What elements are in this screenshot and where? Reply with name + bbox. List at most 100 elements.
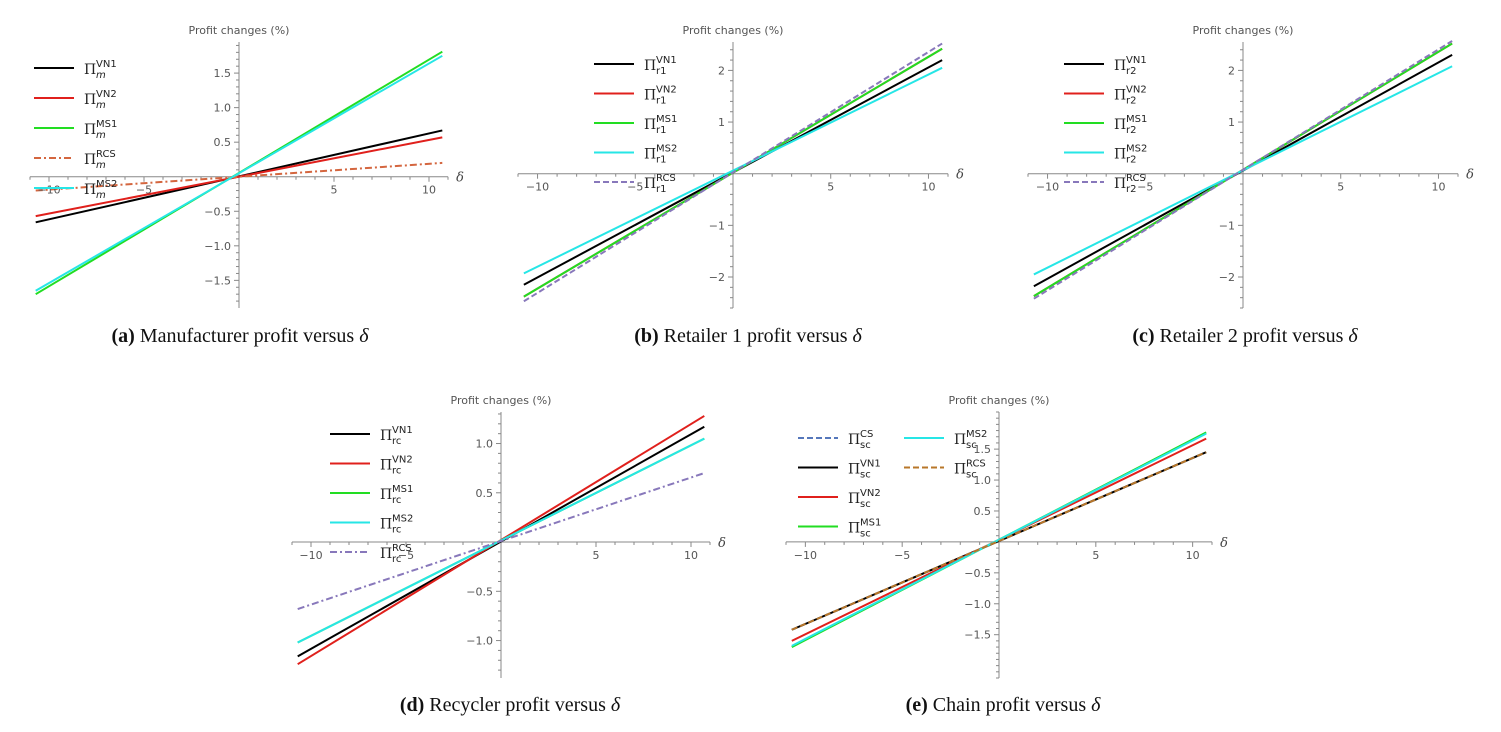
legend-label: Π — [84, 152, 96, 168]
legend-label: Π — [848, 521, 860, 537]
caption-recycler: (d) Recycler profit versus δ — [400, 694, 620, 717]
y-tick-label: −1.0 — [204, 240, 231, 253]
y-tick-label: −1.0 — [466, 635, 493, 648]
legend-label-sub: sc — [860, 440, 871, 451]
legend-label: Π — [380, 487, 392, 503]
series-line-ms2 — [35, 54, 443, 292]
legend-label-sup: CS — [860, 429, 873, 440]
legend-label-sub: m — [96, 190, 106, 201]
legend-label-sup: MS1 — [96, 119, 117, 130]
legend-label-sup: RCS — [966, 459, 986, 470]
legend-label-sub: rc — [392, 466, 401, 477]
legend-label-sub: sc — [966, 440, 977, 451]
legend-label-sup: MS2 — [966, 429, 987, 440]
chart-panel-recycler: −10 −5 5 10 −1.0 −0.5 0.5 1.0 Profit changes (%)… — [282, 390, 726, 682]
caption-letter: (e) — [905, 694, 928, 716]
legend-label: Π — [380, 517, 392, 533]
legend-label: Π — [954, 432, 966, 448]
y-tick-label: −1.5 — [964, 629, 991, 642]
chart-panel-manufacturer: −10 −5 5 10 −1.5 −1.0 −0.5 0.5 1.0 1.5 Profit chan… — [20, 20, 464, 312]
legend-label: Π — [84, 182, 96, 198]
legend-label-sub: r1 — [656, 125, 666, 136]
caption-symbol: δ — [1348, 325, 1358, 347]
y-tick-label: 1.5 — [974, 443, 992, 456]
legend-label: Π — [644, 147, 656, 163]
legend-label-sup: MS1 — [860, 518, 881, 529]
axis-title: Profit changes (%) — [683, 24, 784, 37]
legend-label-sup: VN1 — [656, 55, 677, 66]
caption-letter: (d) — [399, 694, 425, 716]
legend-label-sup: VN2 — [392, 455, 413, 466]
y-tick-label: 2 — [718, 64, 725, 77]
series-line-ms2 — [791, 432, 1207, 647]
caption-letter: (a) — [111, 325, 135, 347]
legend-label-sub: rc — [392, 495, 401, 506]
chart-panel-retailer1: −10 −5 5 10 −2 −1 1 2 Profit changes (%) δ Π VN1 r1 Π… — [508, 20, 980, 312]
x-tick-label: 5 — [827, 181, 834, 194]
chart-panel-chain: −10 −5 5 10 −1.5 −1.0 −0.5 0.5 1.0 1.5 Profit chan… — [776, 390, 1230, 682]
y-tick-label: 0.5 — [476, 487, 494, 500]
legend-label-sup: VN1 — [860, 459, 881, 470]
legend-label: Π — [848, 462, 860, 478]
legend-label: Π — [84, 122, 96, 138]
legend-label: Π — [1114, 88, 1126, 104]
x-axis-label: δ — [1220, 536, 1228, 551]
caption-text: Chain profit versus — [932, 694, 1087, 716]
legend-label-sup: MS2 — [656, 144, 677, 155]
y-tick-label: 0.5 — [214, 136, 232, 149]
legend-label: Π — [848, 432, 860, 448]
chart-svg: −10 −5 5 10 −1.5 −1.0 −0.5 0.5 1.0 1.5 Profit chan… — [785, 394, 1228, 679]
chart-svg: −10 −5 5 10 −1.5 −1.0 −0.5 0.5 1.0 1.5 Profit chan… — [29, 24, 464, 308]
caption-symbol: δ — [852, 325, 862, 347]
legend-label-sup: VN2 — [860, 488, 881, 499]
y-tick-label: 2 — [1228, 64, 1235, 77]
series-line-rcs — [791, 451, 1207, 631]
series-line-ms2 — [523, 66, 943, 275]
legend-label-sub: sc — [860, 499, 871, 510]
x-tick-label: 5 — [1092, 549, 1099, 562]
legend-label-sup: MS1 — [656, 114, 677, 125]
y-tick-label: −1 — [709, 219, 725, 232]
x-axis-label: δ — [1466, 168, 1474, 183]
caption-letter: (c) — [1132, 325, 1155, 347]
legend-label-sup: MS2 — [392, 514, 413, 525]
legend-label-sup: VN2 — [656, 85, 677, 96]
x-tick-label: −10 — [299, 549, 322, 562]
legend-label-sup: RCS — [96, 149, 116, 160]
legend-label: Π — [380, 428, 392, 444]
x-tick-label: −10 — [526, 181, 549, 194]
series-line-rcs — [523, 42, 943, 303]
caption-retailer2: (c) Retailer 2 profit versus δ — [1132, 325, 1357, 348]
legend-label: Π — [1114, 58, 1126, 74]
legend-label-sub: m — [96, 160, 106, 171]
axis-title: Profit changes (%) — [451, 394, 552, 407]
y-tick-label: 1.0 — [214, 102, 232, 115]
x-tick-label: 10 — [921, 181, 935, 194]
series-line-vn2 — [35, 136, 443, 218]
legend-label-sup: VN2 — [96, 89, 117, 100]
legend-label-sup: VN1 — [1126, 55, 1147, 66]
legend-label-sub: r1 — [656, 155, 666, 166]
legend-label-sub: r2 — [1126, 155, 1136, 166]
y-tick-label: 1.0 — [476, 438, 494, 451]
legend-label-sub: r2 — [1126, 96, 1136, 107]
x-tick-label: 10 — [1431, 181, 1445, 194]
legend-label-sup: RCS — [656, 173, 676, 184]
y-tick-label: 1 — [718, 116, 725, 129]
y-tick-label: 1.0 — [974, 474, 992, 487]
x-axis-label: δ — [956, 168, 964, 183]
x-tick-label: −10 — [37, 184, 60, 197]
legend-label-sup: MS1 — [1126, 114, 1147, 125]
legend-label-sub: rc — [392, 554, 401, 565]
legend-label-sub: rc — [392, 436, 401, 447]
series-line-rcs — [1033, 40, 1453, 300]
x-axis-label: δ — [456, 171, 464, 186]
caption-symbol: δ — [359, 325, 369, 347]
legend-label-sup: VN1 — [392, 425, 413, 436]
legend-label: Π — [380, 458, 392, 474]
legend-label: Π — [84, 62, 96, 78]
x-tick-label: 5 — [1337, 181, 1344, 194]
x-axis-label: δ — [718, 536, 726, 551]
caption-symbol: δ — [1091, 694, 1101, 716]
